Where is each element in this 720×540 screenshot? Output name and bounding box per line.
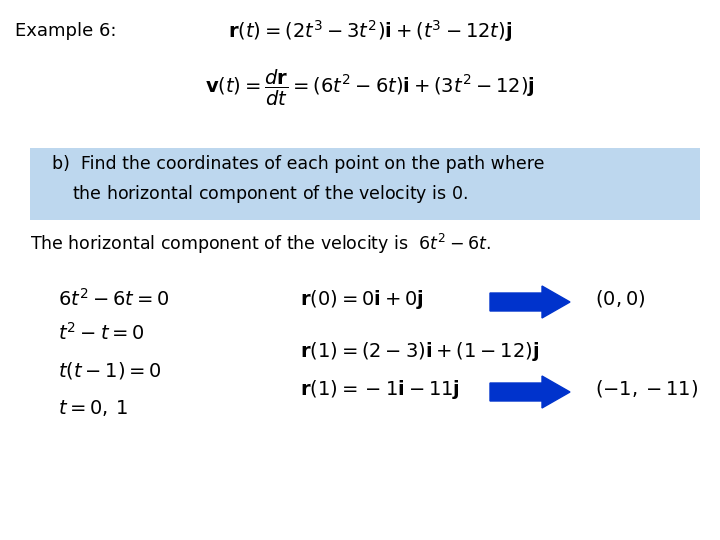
Text: b)  Find the coordinates of each point on the path where: b) Find the coordinates of each point on… [52, 155, 544, 173]
Text: $\mathbf{v}\left(t\right)=\dfrac{d\mathbf{r}}{dt}=\left(6t^2-6t\right)\mathbf{i}: $\mathbf{v}\left(t\right)=\dfrac{d\mathb… [205, 68, 535, 108]
FancyArrow shape [490, 286, 570, 318]
Text: $6t^2-6t=0$: $6t^2-6t=0$ [58, 288, 169, 310]
Text: $t^2-t=0$: $t^2-t=0$ [58, 322, 145, 344]
Text: $\left(0,0\right)$: $\left(0,0\right)$ [595, 288, 645, 309]
Text: the horizontal component of the velocity is $0$.: the horizontal component of the velocity… [72, 183, 468, 205]
Text: $\left(-1,-11\right)$: $\left(-1,-11\right)$ [595, 378, 698, 399]
Text: The horizontal component of the velocity is  $6t^2-6t$.: The horizontal component of the velocity… [30, 232, 490, 256]
Text: $\mathbf{r}\left(t\right)=\left(2t^3-3t^2\right)\mathbf{i}+\left(t^3-12t\right)\: $\mathbf{r}\left(t\right)=\left(2t^3-3t^… [228, 18, 512, 44]
Text: $\mathbf{r}\left(0\right)=0\mathbf{i}+0\mathbf{j}$: $\mathbf{r}\left(0\right)=0\mathbf{i}+0\… [300, 288, 423, 311]
Text: $t\left(t-1\right)=0$: $t\left(t-1\right)=0$ [58, 360, 162, 381]
Text: $\mathbf{r}\left(1\right)=\left(2-3\right)\mathbf{i}+\left(1-12\right)\mathbf{j}: $\mathbf{r}\left(1\right)=\left(2-3\righ… [300, 340, 539, 363]
Text: $t=0,\,1$: $t=0,\,1$ [58, 398, 127, 418]
FancyArrow shape [490, 376, 570, 408]
FancyBboxPatch shape [30, 148, 700, 220]
Text: $\mathbf{r}\left(1\right)=-1\mathbf{i}-11\mathbf{j}$: $\mathbf{r}\left(1\right)=-1\mathbf{i}-1… [300, 378, 460, 401]
Text: Example 6:: Example 6: [15, 22, 117, 40]
